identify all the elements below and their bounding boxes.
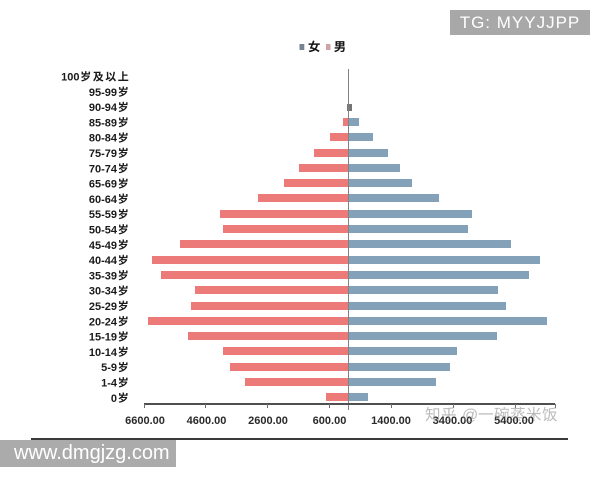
svg-text:100: 100 xyxy=(61,72,79,84)
svg-text:20-24: 20-24 xyxy=(89,316,118,328)
svg-text:15-19: 15-19 xyxy=(89,332,117,344)
svg-text:10-14: 10-14 xyxy=(89,347,118,359)
svg-text:95-99: 95-99 xyxy=(89,87,117,99)
svg-text:0: 0 xyxy=(111,393,117,405)
svg-text:@: @ xyxy=(462,407,478,424)
svg-text:5-9: 5-9 xyxy=(101,362,117,374)
svg-text:80-84: 80-84 xyxy=(89,133,118,145)
svg-text:75-79: 75-79 xyxy=(89,148,117,160)
svg-text:30-34: 30-34 xyxy=(89,286,118,298)
svg-text:70-74: 70-74 xyxy=(89,163,118,175)
svg-text:60-64: 60-64 xyxy=(89,194,118,206)
svg-text:45-49: 45-49 xyxy=(89,240,117,252)
svg-text:90-94: 90-94 xyxy=(89,102,118,114)
svg-text:35-39: 35-39 xyxy=(89,270,117,282)
svg-text:85-89: 85-89 xyxy=(89,117,117,129)
svg-text:55-59: 55-59 xyxy=(89,209,117,221)
svg-text:1-4: 1-4 xyxy=(101,378,118,390)
svg-text:50-54: 50-54 xyxy=(89,225,118,237)
svg-text:65-69: 65-69 xyxy=(89,179,117,191)
svg-text:25-29: 25-29 xyxy=(89,301,117,313)
svg-text:40-44: 40-44 xyxy=(89,255,118,267)
